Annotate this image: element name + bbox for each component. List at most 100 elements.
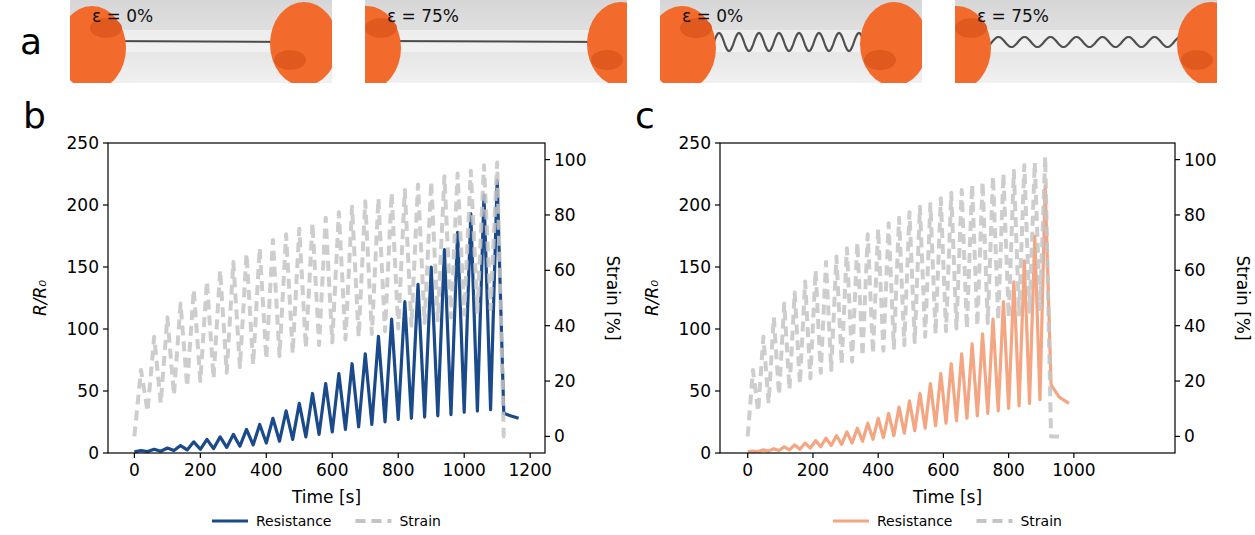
photo: ε = 75%	[333, 0, 655, 90]
glove	[270, 2, 332, 83]
y-tick	[103, 142, 108, 143]
y2-tick-label: 60	[1184, 260, 1206, 280]
data-group	[748, 157, 1069, 452]
y-tick	[715, 390, 720, 391]
panel-letter: a	[20, 21, 42, 62]
glove-finger	[591, 50, 623, 70]
y2-tick	[545, 214, 550, 215]
x-tick-label: 200	[184, 460, 216, 480]
y-tick	[715, 452, 720, 453]
photo-content	[70, 0, 332, 83]
x-tick-label: 600	[316, 460, 348, 480]
y2-tick-label: 100	[1184, 150, 1216, 170]
glove	[860, 2, 922, 83]
y-tick	[715, 204, 720, 205]
y-tick-label: 100	[67, 319, 99, 339]
y-tick	[715, 142, 720, 143]
x-tick-label: 800	[382, 460, 414, 480]
y-tick-label: 200	[679, 195, 711, 215]
x-axis-title: Time [s]	[291, 487, 361, 507]
y2-tick	[1175, 214, 1180, 215]
series-line	[134, 162, 510, 436]
conductor-strip	[377, 41, 611, 42]
y-tick-label: 250	[67, 133, 99, 153]
y2-tick	[1175, 325, 1180, 326]
glove	[1177, 2, 1217, 83]
legend-label: Resistance	[256, 513, 331, 529]
series-line	[748, 157, 1059, 437]
x-tick	[943, 453, 944, 458]
y-tick	[103, 328, 108, 329]
y2-tick-label: 20	[554, 371, 576, 391]
photo-label: ε = 0%	[682, 6, 743, 26]
data-group	[134, 162, 518, 451]
serpentine-strip	[979, 37, 1189, 47]
y-axis-title: R/R₀	[642, 280, 662, 316]
y2-axis-title: Strain [%]	[1233, 255, 1253, 340]
legend-swatch	[833, 519, 869, 522]
x-tick-label: 0	[129, 460, 140, 480]
x-tick	[200, 453, 201, 458]
x-tick	[398, 453, 399, 458]
glove-finger	[274, 50, 306, 70]
photo: ε = 0%	[58, 0, 338, 90]
photo-content	[365, 0, 627, 83]
y2-axis-title: Strain [%]	[603, 255, 623, 340]
panel-letter: c	[635, 95, 655, 136]
y2-tick	[545, 436, 550, 437]
y2-tick	[545, 159, 550, 160]
x-tick-label: 800	[992, 460, 1024, 480]
x-tick	[266, 453, 267, 458]
legend-item: Resistance	[833, 513, 952, 529]
x-tick	[1073, 453, 1074, 458]
x-tick-label: 200	[797, 460, 829, 480]
y2-tick-label: 80	[554, 205, 576, 225]
photo-content	[955, 0, 1217, 83]
y-tick-label: 50	[689, 381, 711, 401]
legend-swatch	[976, 519, 1012, 523]
legend-label: Strain	[399, 513, 440, 529]
x-tick-label: 1000	[443, 460, 486, 480]
legend-swatch	[212, 519, 248, 522]
film	[102, 30, 294, 52]
legend-label: Resistance	[877, 513, 952, 529]
y-axis-title: R/R₀	[30, 280, 50, 316]
photo-label: ε = 75%	[977, 6, 1049, 26]
y-tick-label: 250	[679, 133, 711, 153]
conductor-strip	[102, 41, 294, 42]
y2-tick	[545, 270, 550, 271]
x-tick-label: 1200	[509, 460, 552, 480]
x-tick	[530, 453, 531, 458]
y2-tick	[1175, 159, 1180, 160]
plot-frame	[720, 143, 1175, 453]
y2-tick-label: 20	[1184, 371, 1206, 391]
glove-finger	[1181, 50, 1213, 70]
y-tick-label: 200	[67, 195, 99, 215]
x-tick-label: 1000	[1052, 460, 1095, 480]
photo-label: ε = 0%	[92, 6, 153, 26]
y2-tick-label: 80	[1184, 205, 1206, 225]
glove-finger	[864, 50, 896, 70]
y2-tick-label: 0	[1184, 426, 1195, 446]
x-tick-label: 0	[742, 460, 753, 480]
y2-tick-label: 100	[554, 150, 586, 170]
y2-tick-label: 60	[554, 260, 576, 280]
y-tick-label: 0	[700, 443, 711, 463]
y2-tick	[1175, 436, 1180, 437]
x-tick	[134, 453, 135, 458]
plot-frame	[108, 143, 545, 453]
serpentine-strip	[704, 33, 872, 51]
y2-tick-label: 40	[554, 316, 576, 336]
x-tick	[1008, 453, 1009, 458]
y2-tick	[545, 325, 550, 326]
y-tick	[103, 266, 108, 267]
y-tick-label: 150	[679, 257, 711, 277]
panel-letter: b	[23, 95, 46, 136]
y-tick	[103, 390, 108, 391]
x-tick	[878, 453, 879, 458]
legend: ResistanceStrain	[833, 513, 1062, 529]
x-tick-label: 400	[862, 460, 894, 480]
y-tick-label: 150	[67, 257, 99, 277]
legend-item: Strain	[355, 513, 440, 529]
y-tick	[103, 452, 108, 453]
